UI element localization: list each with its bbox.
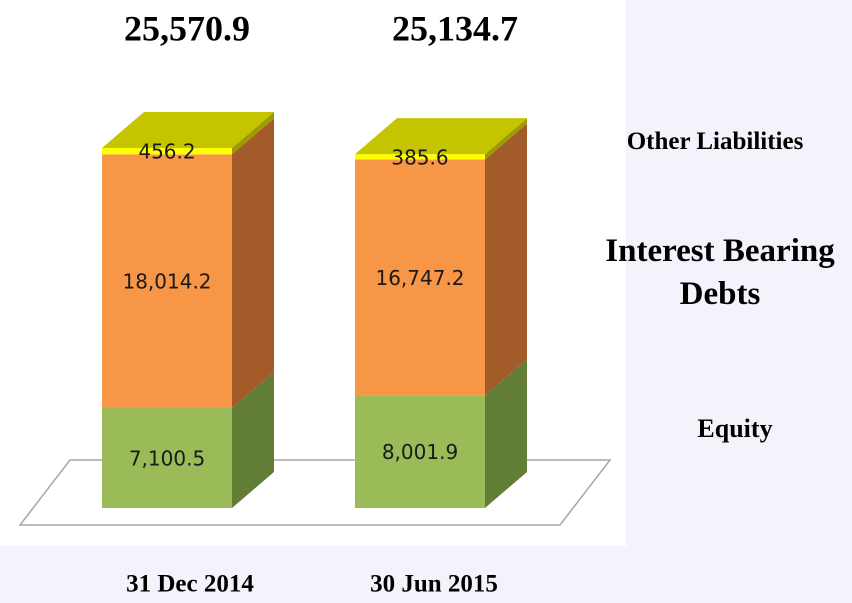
bar-front xyxy=(355,159,485,396)
value-label: 16,747.2 xyxy=(375,266,464,290)
bar-front xyxy=(102,147,232,155)
bar-segment xyxy=(355,118,527,160)
bar-top xyxy=(355,118,527,155)
value-label: 7,100.5 xyxy=(129,447,205,471)
bar-segment xyxy=(355,123,527,396)
bar-side xyxy=(485,359,527,508)
bar-segment xyxy=(355,359,527,508)
bar-side xyxy=(232,118,274,409)
value-label: 456.2 xyxy=(138,140,195,164)
legend-label: Equity xyxy=(697,414,773,443)
bar-front xyxy=(102,154,232,409)
value-label: 385.6 xyxy=(391,145,448,169)
bar-side xyxy=(485,123,527,396)
legend-label: Interest Bearing Debts xyxy=(605,233,835,312)
bar-segment xyxy=(102,372,274,508)
bar-top xyxy=(102,111,274,148)
bar-side xyxy=(485,118,527,160)
bar-segment xyxy=(102,111,274,155)
legend-label: Other Liabilities xyxy=(626,128,804,155)
x-tick-label: 30 Jun 2015 xyxy=(370,571,498,598)
bar-segment xyxy=(102,118,274,409)
value-label: 18,014.2 xyxy=(122,270,211,294)
bar-side xyxy=(232,372,274,508)
x-tick-label: 31 Dec 2014 xyxy=(126,571,254,598)
bar-front xyxy=(102,408,232,508)
total-label: 25,570.9 xyxy=(124,8,250,48)
bar-front xyxy=(355,395,485,508)
value-label: 8,001.9 xyxy=(382,440,458,464)
bar-side xyxy=(232,111,274,155)
bar-front xyxy=(355,154,485,160)
total-label: 25,134.7 xyxy=(392,8,518,48)
